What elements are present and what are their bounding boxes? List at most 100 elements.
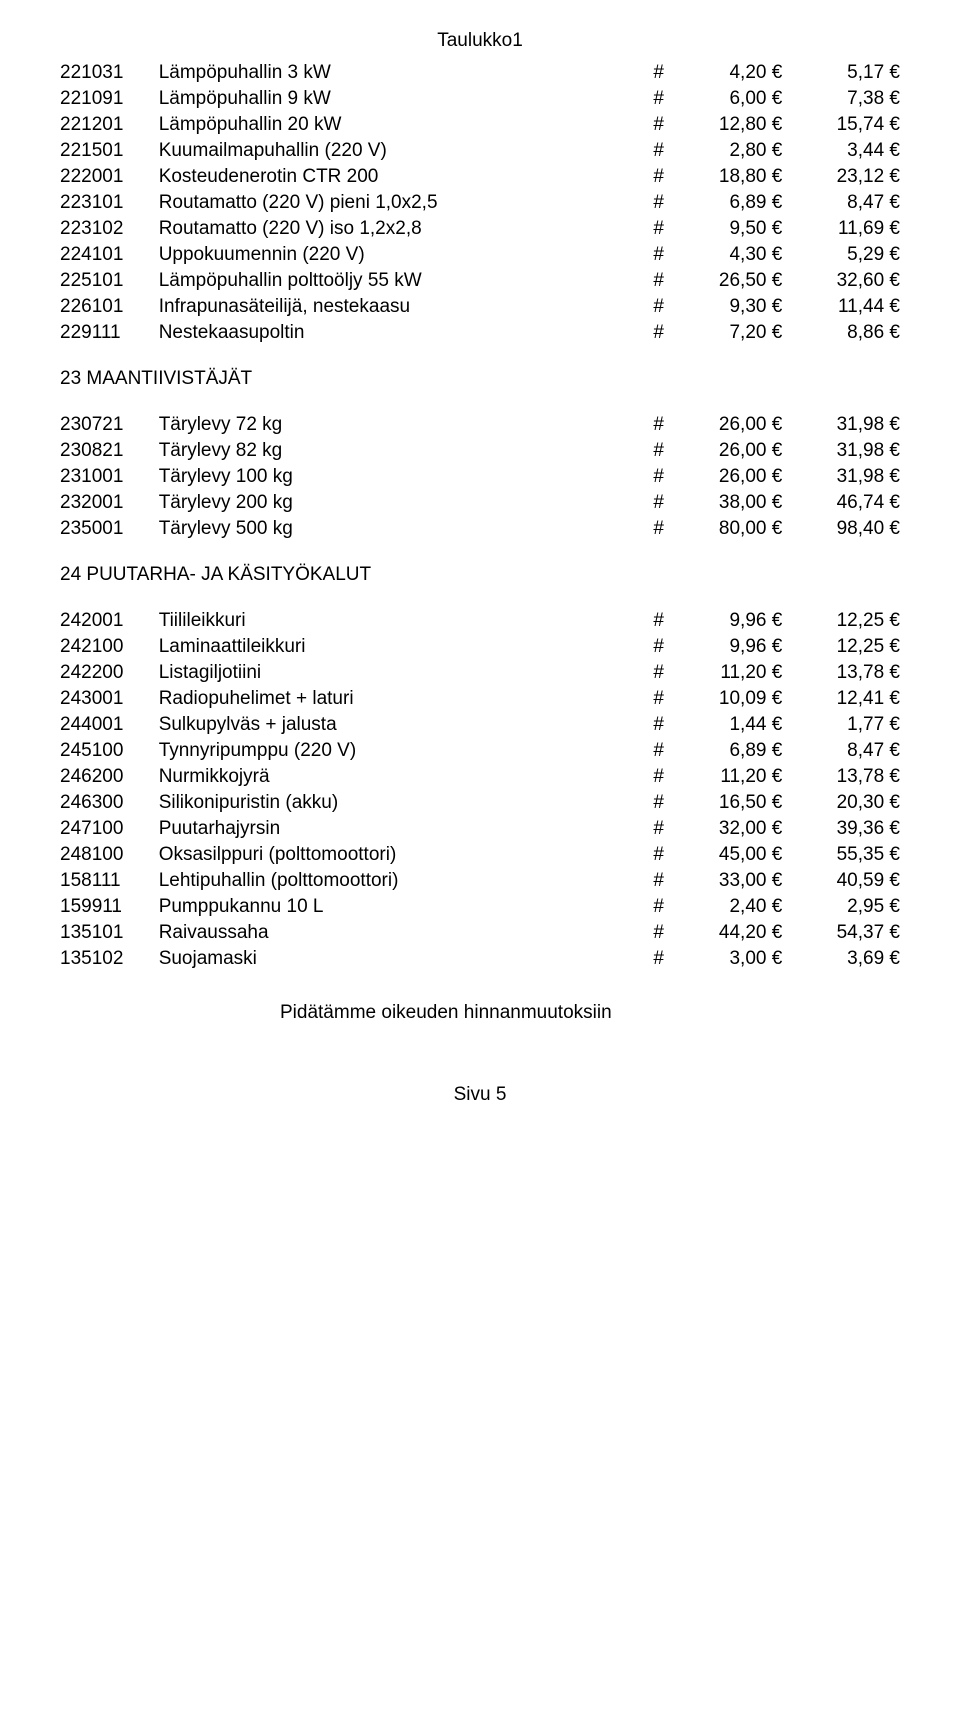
cell-price1: 80,00 € — [672, 516, 790, 542]
cell-code: 246200 — [60, 764, 159, 790]
cell-price2: 31,98 € — [790, 464, 900, 490]
cell-description: Raivaussaha — [159, 920, 598, 946]
cell-code: 230721 — [60, 412, 159, 438]
cell-description: Nestekaasupoltin — [159, 320, 598, 346]
cell-description: Lehtipuhallin (polttomoottori) — [159, 868, 598, 894]
table-row: 248100Oksasilppuri (polttomoottori)#45,0… — [60, 842, 900, 868]
cell-description: Routamatto (220 V) pieni 1,0x2,5 — [159, 190, 598, 216]
cell-price1: 33,00 € — [672, 868, 790, 894]
cell-price1: 3,00 € — [672, 946, 790, 972]
cell-hash: # — [597, 516, 672, 542]
cell-price2: 46,74 € — [790, 490, 900, 516]
cell-code: 135102 — [60, 946, 159, 972]
cell-price1: 7,20 € — [672, 320, 790, 346]
cell-code: 246300 — [60, 790, 159, 816]
cell-code: 223102 — [60, 216, 159, 242]
cell-code: 244001 — [60, 712, 159, 738]
cell-description: Tärylevy 500 kg — [159, 516, 598, 542]
cell-price1: 4,30 € — [672, 242, 790, 268]
cell-price1: 6,89 € — [672, 738, 790, 764]
cell-description: Laminaattileikkuri — [159, 634, 598, 660]
cell-description: Kuumailmapuhallin (220 V) — [159, 138, 598, 164]
cell-hash: # — [597, 738, 672, 764]
cell-code: 245100 — [60, 738, 159, 764]
cell-code: 221501 — [60, 138, 159, 164]
table-row: 221501Kuumailmapuhallin (220 V)#2,80 €3,… — [60, 138, 900, 164]
table-row: 247100Puutarhajyrsin#32,00 €39,36 € — [60, 816, 900, 842]
cell-code: 232001 — [60, 490, 159, 516]
cell-code: 223101 — [60, 190, 159, 216]
section-heading: 24 PUUTARHA- JA KÄSITYÖKALUT — [60, 564, 900, 586]
cell-description: Tärylevy 200 kg — [159, 490, 598, 516]
cell-price1: 26,00 € — [672, 438, 790, 464]
cell-price1: 9,50 € — [672, 216, 790, 242]
cell-description: Lämpöpuhallin polttoöljy 55 kW — [159, 268, 598, 294]
cell-hash: # — [597, 842, 672, 868]
cell-hash: # — [597, 86, 672, 112]
cell-hash: # — [597, 816, 672, 842]
cell-hash: # — [597, 608, 672, 634]
page-number: Sivu 5 — [60, 1084, 900, 1106]
cell-price2: 15,74 € — [790, 112, 900, 138]
cell-hash: # — [597, 790, 672, 816]
cell-price2: 31,98 € — [790, 438, 900, 464]
table-row: 221031Lämpöpuhallin 3 kW#4,20 €5,17 € — [60, 60, 900, 86]
cell-description: Kosteudenerotin CTR 200 — [159, 164, 598, 190]
cell-price2: 39,36 € — [790, 816, 900, 842]
cell-price2: 7,38 € — [790, 86, 900, 112]
cell-description: Suojamaski — [159, 946, 598, 972]
footer-note: Pidätämme oikeuden hinnanmuutoksiin — [60, 1002, 900, 1024]
cell-price1: 32,00 € — [672, 816, 790, 842]
cell-code: 224101 — [60, 242, 159, 268]
table-row: 230821Tärylevy 82 kg#26,00 €31,98 € — [60, 438, 900, 464]
cell-hash: # — [597, 242, 672, 268]
cell-hash: # — [597, 686, 672, 712]
cell-code: 229111 — [60, 320, 159, 346]
table-row: 224101Uppokuumennin (220 V)#4,30 €5,29 € — [60, 242, 900, 268]
cell-hash: # — [597, 764, 672, 790]
cell-description: Oksasilppuri (polttomoottori) — [159, 842, 598, 868]
table-row: 226101Infrapunasäteilijä, nestekaasu#9,3… — [60, 294, 900, 320]
table-row: 231001Tärylevy 100 kg#26,00 €31,98 € — [60, 464, 900, 490]
cell-price2: 12,25 € — [790, 634, 900, 660]
cell-price2: 8,47 € — [790, 738, 900, 764]
section-heading: 23 MAANTIIVISTÄJÄT — [60, 368, 900, 390]
cell-price1: 2,80 € — [672, 138, 790, 164]
cell-hash: # — [597, 294, 672, 320]
cell-code: 242200 — [60, 660, 159, 686]
cell-hash: # — [597, 660, 672, 686]
cell-hash: # — [597, 412, 672, 438]
cell-price2: 55,35 € — [790, 842, 900, 868]
cell-hash: # — [597, 164, 672, 190]
cell-price1: 26,00 € — [672, 412, 790, 438]
cell-price1: 2,40 € — [672, 894, 790, 920]
cell-price1: 9,96 € — [672, 608, 790, 634]
cell-price2: 2,95 € — [790, 894, 900, 920]
cell-description: Sulkupylväs + jalusta — [159, 712, 598, 738]
cell-price2: 13,78 € — [790, 660, 900, 686]
cell-price2: 98,40 € — [790, 516, 900, 542]
table-row: 229111Nestekaasupoltin#7,20 €8,86 € — [60, 320, 900, 346]
cell-price2: 5,17 € — [790, 60, 900, 86]
price-table: 230721Tärylevy 72 kg#26,00 €31,98 €23082… — [60, 412, 900, 542]
cell-price1: 18,80 € — [672, 164, 790, 190]
cell-price2: 40,59 € — [790, 868, 900, 894]
cell-price2: 13,78 € — [790, 764, 900, 790]
table-row: 242001Tiilileikkuri#9,96 €12,25 € — [60, 608, 900, 634]
cell-price1: 12,80 € — [672, 112, 790, 138]
table-row: 135101Raivaussaha#44,20 €54,37 € — [60, 920, 900, 946]
cell-price2: 12,41 € — [790, 686, 900, 712]
table-row: 245100Tynnyripumppu (220 V)#6,89 €8,47 € — [60, 738, 900, 764]
cell-price1: 9,30 € — [672, 294, 790, 320]
cell-description: Puutarhajyrsin — [159, 816, 598, 842]
cell-price1: 6,00 € — [672, 86, 790, 112]
price-table: 242001Tiilileikkuri#9,96 €12,25 €242100L… — [60, 608, 900, 972]
cell-hash: # — [597, 920, 672, 946]
cell-description: Radiopuhelimet + laturi — [159, 686, 598, 712]
cell-hash: # — [597, 112, 672, 138]
cell-code: 230821 — [60, 438, 159, 464]
cell-description: Routamatto (220 V) iso 1,2x2,8 — [159, 216, 598, 242]
cell-description: Lämpöpuhallin 20 kW — [159, 112, 598, 138]
cell-hash: # — [597, 464, 672, 490]
cell-code: 221201 — [60, 112, 159, 138]
